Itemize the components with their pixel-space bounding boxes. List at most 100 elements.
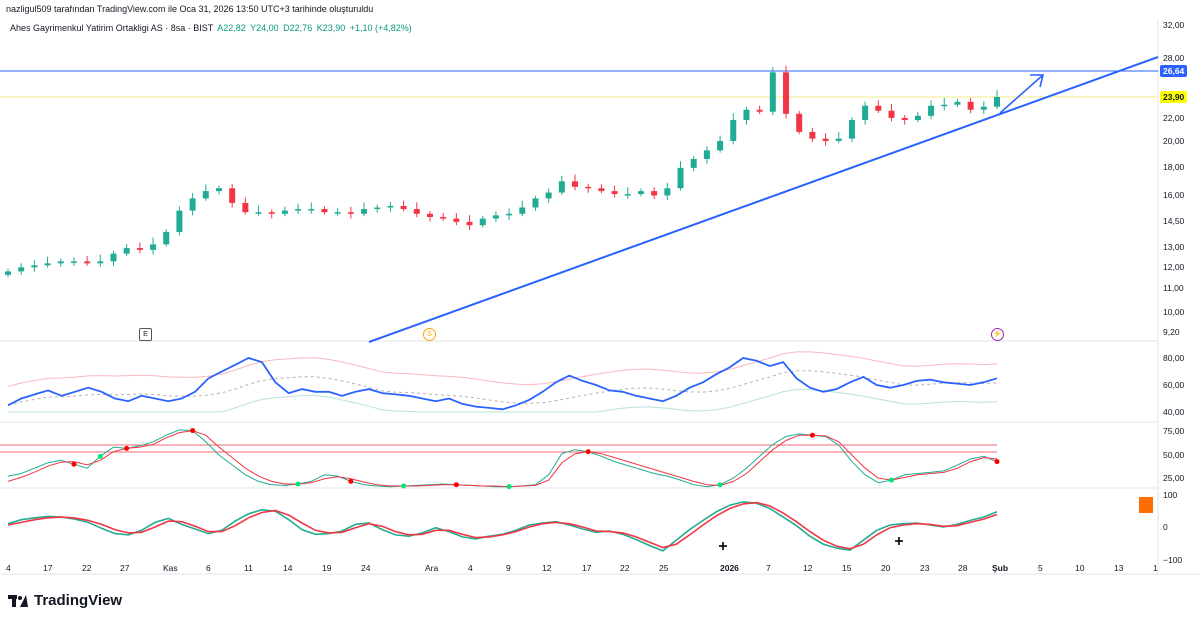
candle-body xyxy=(835,138,842,141)
price-label: 28,00 xyxy=(1163,53,1185,63)
time-label: 22 xyxy=(82,563,92,573)
candle-body xyxy=(637,191,644,195)
candle-body xyxy=(281,210,288,214)
last-price-tag[interactable]: 23,90 xyxy=(1160,91,1188,103)
candle-body xyxy=(994,97,1000,107)
candle-body xyxy=(928,105,935,116)
candle-body xyxy=(136,248,143,250)
stoch-buy-dot xyxy=(506,484,512,490)
blue-level-tag[interactable]: 26,64 xyxy=(1160,65,1188,77)
candle-body xyxy=(651,191,658,196)
candle-body xyxy=(717,140,724,151)
time-label: 17 xyxy=(582,563,592,573)
candle-body xyxy=(598,188,605,192)
rsi-lower-band xyxy=(8,389,998,413)
stoch-k-line xyxy=(7,429,998,488)
dividend-event-icon[interactable]: S xyxy=(423,328,436,341)
osc-orange-marker xyxy=(1139,497,1153,513)
time-label: 17 xyxy=(43,563,53,573)
price-label: 32,00 xyxy=(1163,20,1185,30)
candle-body xyxy=(848,120,855,139)
stoch-label: 25,00 xyxy=(1163,473,1185,483)
stoch-signal-dots xyxy=(71,428,1000,490)
candle-body xyxy=(97,261,104,264)
candle-body xyxy=(796,113,803,132)
candle-body xyxy=(611,191,618,195)
candle-body xyxy=(862,105,869,121)
split-event-icon[interactable]: ⚡ xyxy=(991,328,1004,341)
candle-body xyxy=(466,221,473,226)
stoch-sell-dot xyxy=(585,449,591,455)
ohlc-open: A22,82 xyxy=(217,23,246,33)
candle-body xyxy=(70,261,77,263)
osc-pane[interactable] xyxy=(7,497,1153,552)
price-label: 13,00 xyxy=(1163,242,1185,252)
time-label: 9 xyxy=(506,563,511,573)
stoch-pane[interactable] xyxy=(0,428,1000,490)
rsi-pane[interactable] xyxy=(7,351,998,413)
candle-body xyxy=(5,271,11,275)
candle-body xyxy=(229,188,236,203)
tradingview-logo[interactable]: TradingView xyxy=(8,592,122,609)
candles-group xyxy=(5,65,1000,278)
stoch-buy-dot xyxy=(295,481,301,487)
candle-body xyxy=(506,213,513,216)
time-label: 2026 xyxy=(720,563,739,573)
candle-body xyxy=(809,131,816,139)
candle-body xyxy=(585,186,592,189)
candle-body xyxy=(242,202,249,213)
symbol-legend[interactable]: Ahes Gayrimenkul Yatirim Ortakligi AS · … xyxy=(10,23,414,33)
stoch-sell-dot xyxy=(809,432,815,438)
cross-marker-1 xyxy=(719,542,727,550)
rsi-label: 40,00 xyxy=(1163,407,1185,417)
arrow-drawing[interactable] xyxy=(999,74,1045,114)
candle-body xyxy=(334,212,341,214)
osc-label: 100 xyxy=(1163,490,1177,500)
time-label: 13 xyxy=(1114,563,1124,573)
candle-body xyxy=(967,101,974,110)
candle-body xyxy=(413,209,420,214)
ohlc-change: +1,10 (+4,82%) xyxy=(349,23,412,33)
time-label: 4 xyxy=(6,563,11,573)
price-axis[interactable]: 32,00 28,00 22,00 20,00 18,00 16,00 14,5… xyxy=(1163,20,1185,565)
price-pane[interactable] xyxy=(0,56,1159,343)
time-label: 20 xyxy=(881,563,891,573)
trendline[interactable] xyxy=(368,56,1159,343)
candle-body xyxy=(308,209,315,211)
candle-body xyxy=(215,188,222,192)
candle-body xyxy=(519,207,526,214)
candle-body xyxy=(492,215,499,219)
stoch-sell-dot xyxy=(994,459,1000,465)
cross-marker-2 xyxy=(895,537,903,545)
time-label: 27 xyxy=(120,563,130,573)
time-label: 15 xyxy=(842,563,852,573)
symbol-name: Ahes Gayrimenkul Yatirim Ortakligi AS · … xyxy=(10,23,214,33)
time-label: 24 xyxy=(361,563,371,573)
candle-body xyxy=(901,117,908,121)
stoch-buy-dot xyxy=(401,483,407,489)
stoch-label: 75,00 xyxy=(1163,426,1185,436)
rsi-line xyxy=(7,357,998,411)
candle-body xyxy=(690,158,697,168)
ohlc-high: Y24,00 xyxy=(250,23,279,33)
candle-body xyxy=(954,101,961,105)
stoch-sell-dot xyxy=(124,445,130,451)
candle-body xyxy=(84,261,91,264)
time-label: 12 xyxy=(803,563,813,573)
candle-body xyxy=(914,115,921,121)
candle-body xyxy=(426,213,433,217)
price-label: 16,00 xyxy=(1163,190,1185,200)
time-axis[interactable]: 4 17 22 27 Kas 6 11 14 19 24 Ara 4 9 12 … xyxy=(6,563,1158,573)
candle-body xyxy=(888,110,895,118)
tv-logo-icon xyxy=(8,594,31,607)
earnings-event-icon[interactable]: E xyxy=(139,328,152,341)
price-label: 14,50 xyxy=(1163,216,1185,226)
stoch-buy-dot xyxy=(717,482,723,488)
ohlc-low: D22,76 xyxy=(283,23,313,33)
candle-body xyxy=(980,106,987,110)
price-label: 22,00 xyxy=(1163,113,1185,123)
osc-slow-line xyxy=(7,501,998,550)
candle-body xyxy=(189,198,196,211)
candle-body xyxy=(387,205,394,208)
